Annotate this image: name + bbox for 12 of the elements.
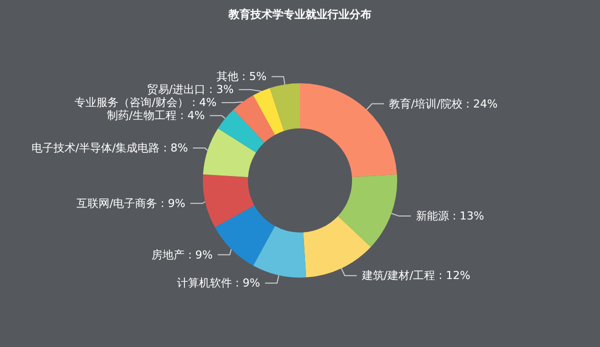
slice-label: 计算机软件 : 9% (176, 276, 260, 290)
slice-label: 房地产 : 9% (152, 248, 213, 262)
slice-label: 新能源 : 13% (416, 210, 484, 223)
slice-label: 建筑/建材/工程 : 12% (360, 269, 470, 282)
slice-label: 贸易/进出口 : 3% (146, 83, 234, 96)
slice-label: 电子技术/半导体/集成电路 : 8% (31, 141, 188, 154)
chart-title: 教育技术学专业就业行业分布 (228, 8, 372, 21)
slice-label: 专业服务（咨询/财会） : 4% (74, 96, 217, 110)
slice-label: 制药/生物工程 : 4% (106, 109, 205, 122)
slice-label: 互联网/电子商务 : 9% (76, 196, 186, 210)
slice-label: 教育/培训/院校 : 24% (388, 97, 498, 110)
slice-label: 其他 : 5% (216, 70, 267, 84)
